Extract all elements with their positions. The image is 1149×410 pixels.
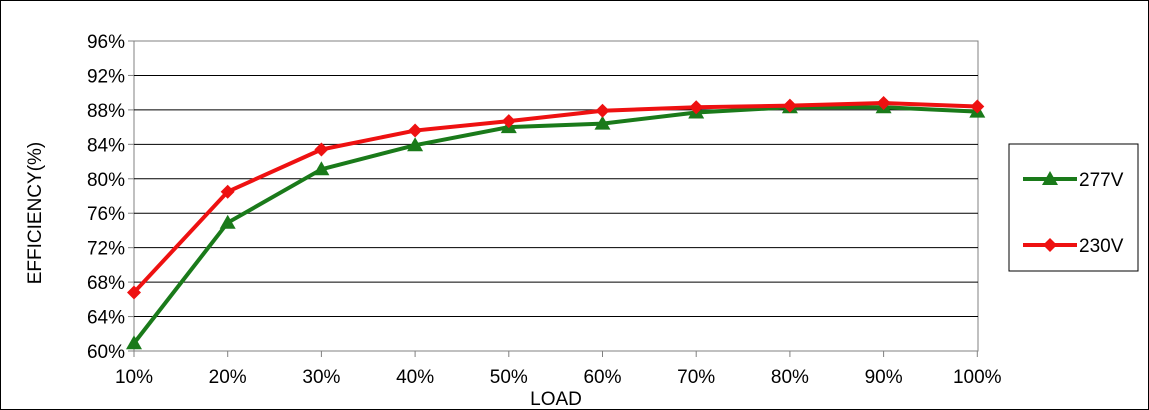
y-tick-label: 88% [87, 101, 125, 122]
x-tick-label: 50% [490, 367, 528, 388]
legend-label: 230V [1079, 236, 1124, 257]
legend-marker [1042, 171, 1058, 185]
series-layer [126, 96, 986, 350]
data-point [594, 115, 611, 130]
legend-items: 277V 230V [1023, 170, 1124, 257]
y-tick-label: 64% [87, 308, 125, 329]
x-tick-label: 70% [677, 367, 715, 388]
y-tick-label: 60% [87, 342, 125, 363]
data-point [876, 96, 891, 110]
x-tick-label: 60% [583, 367, 621, 388]
x-axis-title: LOAD [530, 389, 582, 409]
y-tick-label: 80% [87, 170, 125, 191]
legend: 277V 230V [1008, 143, 1139, 272]
y-tick-label: 84% [87, 135, 125, 156]
data-point [313, 161, 330, 176]
x-tick-label: 90% [865, 367, 903, 388]
x-tick-label: 30% [302, 367, 340, 388]
x-tick-label: 10% [115, 367, 153, 388]
legend-marker [1043, 238, 1057, 252]
series-line [132, 101, 978, 294]
data-point [782, 98, 797, 113]
series-277v [126, 99, 986, 350]
data-point [314, 142, 329, 157]
data-point [127, 285, 141, 300]
data-point [219, 214, 236, 229]
legend-item-230v: 230V [1023, 236, 1124, 257]
x-tick-label: 100% [953, 367, 1002, 388]
x-tick-label: 80% [771, 367, 809, 388]
data-point [407, 137, 424, 152]
data-point [501, 114, 516, 129]
y-axis-ticks: 60% 64% 68% 72% 76% 80% 84% 88% 92% 96% [87, 32, 134, 363]
legend-box [1008, 143, 1139, 272]
legend-label: 277V [1079, 170, 1124, 191]
series-230v [127, 96, 985, 300]
x-axis-ticks: 10% 20% 30% 40% 50% 60% 70% 80% 90% 100% [115, 351, 1002, 388]
plot-area [133, 40, 979, 352]
data-point [220, 184, 235, 199]
x-tick-label: 20% [209, 367, 247, 388]
y-tick-label: 92% [87, 66, 125, 87]
y-tick-label: 76% [87, 204, 125, 225]
legend-item-277v: 277V [1023, 170, 1124, 191]
data-point [970, 99, 985, 114]
y-tick-label: 96% [87, 32, 125, 53]
y-tick-label: 72% [87, 239, 125, 260]
series-line [132, 105, 978, 345]
data-point [126, 335, 142, 350]
x-tick-label: 40% [396, 367, 434, 388]
y-tick-label: 68% [87, 273, 125, 294]
data-point [689, 100, 704, 115]
y-axis-title: EFFICIENCY(%) [25, 142, 46, 285]
gridlines [134, 74, 978, 318]
data-point [408, 123, 423, 138]
data-point [595, 103, 610, 118]
